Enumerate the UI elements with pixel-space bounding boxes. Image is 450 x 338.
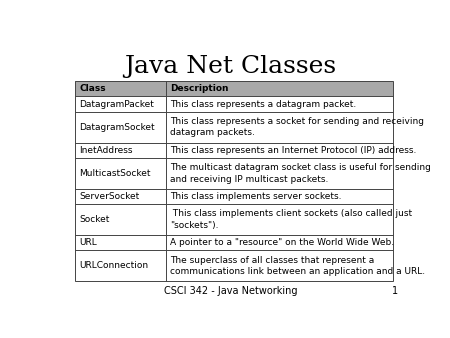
- Text: URL: URL: [80, 238, 97, 247]
- Text: A pointer to a "resource" on the World Wide Web.: A pointer to a "resource" on the World W…: [170, 238, 394, 247]
- Text: Socket: Socket: [80, 215, 110, 224]
- Text: The superclass of all classes that represent a
communications link between an ap: The superclass of all classes that repre…: [170, 256, 425, 276]
- Text: This class represents an Internet Protocol (IP) address.: This class represents an Internet Protoc…: [170, 146, 416, 155]
- Text: This class implements server sockets.: This class implements server sockets.: [170, 192, 342, 201]
- Bar: [76, 143, 393, 158]
- Text: Java Net Classes: Java Net Classes: [125, 55, 337, 78]
- Bar: [76, 96, 393, 112]
- Text: DatagramSocket: DatagramSocket: [80, 123, 155, 131]
- Text: 1: 1: [392, 286, 398, 296]
- Bar: [76, 81, 393, 96]
- Text: CSCI 342 - Java Networking: CSCI 342 - Java Networking: [164, 286, 297, 296]
- Bar: [76, 189, 393, 204]
- Bar: [76, 235, 393, 250]
- Text: This class implements client sockets (also called just
"sockets").: This class implements client sockets (al…: [170, 210, 412, 230]
- Text: MulticastSocket: MulticastSocket: [80, 169, 151, 178]
- Text: DatagramPacket: DatagramPacket: [80, 99, 154, 108]
- Text: The multicast datagram socket class is useful for sending
and receiving IP multi: The multicast datagram socket class is u…: [170, 163, 431, 184]
- Text: InetAddress: InetAddress: [80, 146, 133, 155]
- Text: URLConnection: URLConnection: [80, 261, 149, 270]
- Text: This class represents a socket for sending and receiving
datagram packets.: This class represents a socket for sendi…: [170, 117, 424, 137]
- Text: Class: Class: [80, 84, 106, 93]
- Text: Description: Description: [170, 84, 229, 93]
- Text: This class represents a datagram packet.: This class represents a datagram packet.: [170, 99, 356, 108]
- Text: ServerSocket: ServerSocket: [80, 192, 140, 201]
